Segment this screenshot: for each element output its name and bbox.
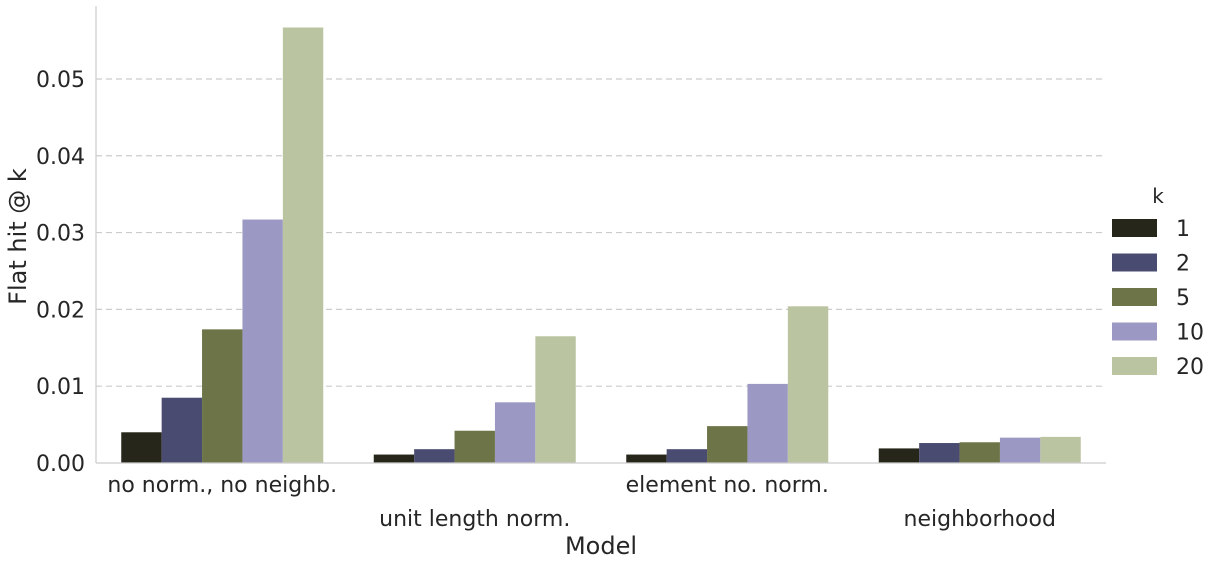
bar-k2-cat2 [666,449,708,463]
gridlines [96,78,1106,387]
bar-k2-cat3 [919,443,960,463]
bar-k10-cat1 [494,402,536,463]
legend-label-k5: 5 [1176,286,1190,311]
bar-k1-cat2 [626,454,667,463]
y-tick-label: 0.01 [36,375,85,400]
legend-label-k20: 20 [1176,355,1204,380]
y-tick-label: 0.00 [36,452,85,477]
legend-label-k2: 2 [1176,252,1190,277]
x-tick-label: neighborhood [904,507,1056,532]
legend-title: k [1152,184,1164,208]
bar-k20-cat2 [787,306,829,463]
x-tick-label: no norm., no neighb. [107,473,337,498]
bar-k20-cat3 [1040,436,1081,463]
legend: k 1 2 5 10 20 [1112,184,1204,380]
y-tick-label: 0.05 [36,68,85,93]
legend-label-k1: 1 [1176,217,1190,242]
axes [95,6,1106,464]
bar-k2-cat0 [161,397,203,463]
x-tick-labels: no norm., no neighb. unit length norm. ele… [107,473,1056,532]
bar-k10-cat3 [999,437,1041,463]
legend-label-k10: 10 [1176,321,1204,346]
bar-k5-cat3 [959,442,1000,463]
x-tick-label: element no. norm. [626,473,829,498]
x-axis-title: Model [565,532,637,560]
bar-k1-cat3 [878,448,920,463]
bar-k10-cat0 [242,219,283,463]
legend-swatch-k5 [1112,288,1157,306]
y-axis-title: Flat hit @ k [4,168,32,305]
y-tick-labels: 0.00 0.01 0.02 0.03 0.04 0.05 [36,68,85,477]
bar-k20-cat0 [282,27,324,463]
bar-k1-cat0 [121,432,162,463]
bar-k20-cat1 [535,336,576,463]
y-tick-label: 0.02 [36,298,85,323]
bar-k5-cat1 [454,430,495,463]
legend-swatch-k20 [1112,357,1157,375]
bar-k2-cat1 [414,449,455,463]
bar-k10-cat2 [747,383,788,463]
legend-swatch-k1 [1112,219,1157,237]
bars [121,27,1081,463]
legend-swatch-k2 [1112,253,1157,272]
y-tick-label: 0.03 [36,222,85,247]
y-tick-label: 0.04 [36,145,85,170]
bar-k1-cat1 [373,454,415,463]
legend-swatch-k10 [1112,322,1157,341]
bar-k5-cat2 [707,426,748,463]
x-tick-label: unit length norm. [379,507,570,532]
bar-k5-cat0 [202,329,243,463]
